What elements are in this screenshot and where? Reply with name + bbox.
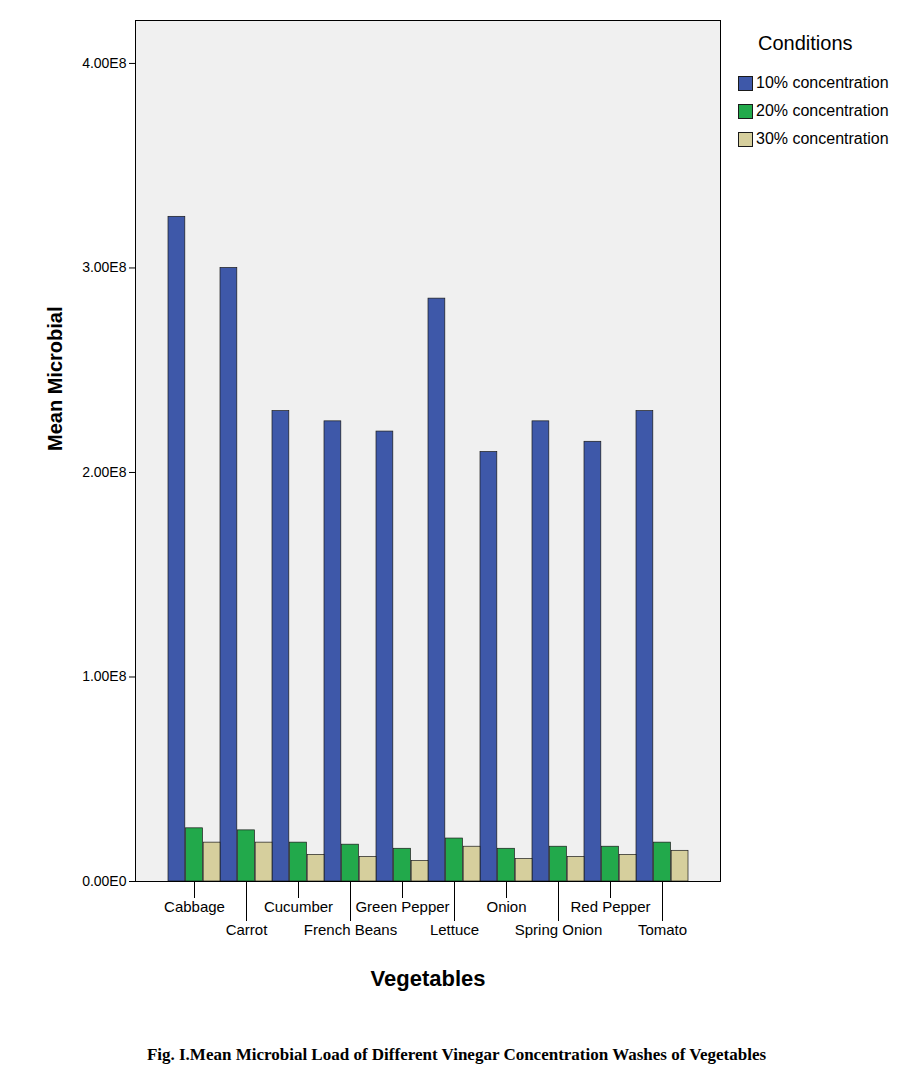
svg-text:Spring Onion: Spring Onion <box>515 921 603 938</box>
html-text:Conditions: Conditions <box>758 32 853 54</box>
svg-text:1.00E8: 1.00E8 <box>82 668 127 684</box>
svg-text:2.00E8: 2.00E8 <box>82 464 127 480</box>
svg-text:Mean Microbial: Mean Microbial <box>44 307 66 451</box>
svg-text:Cucumber: Cucumber <box>264 898 333 915</box>
svg-text:0.00E0: 0.00E0 <box>82 873 127 889</box>
svg-text:Tomato: Tomato <box>638 921 687 938</box>
svg-text:Green Pepper: Green Pepper <box>355 898 449 915</box>
svg-text:4.00E8: 4.00E8 <box>82 55 127 71</box>
svg-text:Cabbage: Cabbage <box>164 898 225 915</box>
html-text:20% concentration: 20% concentration <box>756 102 889 119</box>
html-text:Fig. I.Mean Microbial Load of: Fig. I.Mean Microbial Load of Different … <box>146 1045 767 1064</box>
svg-text:French Beans: French Beans <box>304 921 397 938</box>
svg-text:Red Pepper: Red Pepper <box>570 898 650 915</box>
svg-text:Vegetables: Vegetables <box>371 966 486 991</box>
html-text:30% concentration: 30% concentration <box>756 130 889 147</box>
svg-text:3.00E8: 3.00E8 <box>82 259 127 275</box>
svg-text:Lettuce: Lettuce <box>430 921 479 938</box>
svg-text:Carrot: Carrot <box>226 921 269 938</box>
svg-text:Onion: Onion <box>486 898 526 915</box>
html-text:10% concentration: 10% concentration <box>756 74 889 91</box>
